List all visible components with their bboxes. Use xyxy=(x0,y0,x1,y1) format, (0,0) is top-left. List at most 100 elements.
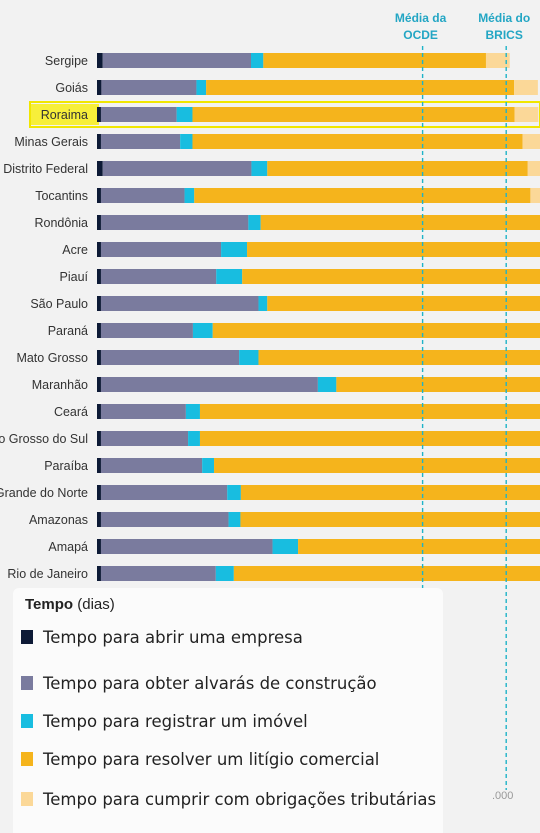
bar-segment-1 xyxy=(100,269,217,284)
bar-segment-2 xyxy=(196,80,207,95)
category-label: Goiás xyxy=(55,81,88,95)
category-label: Ceará xyxy=(54,405,88,419)
bar-segment-1 xyxy=(100,350,240,365)
bar-segment-3 xyxy=(267,296,540,311)
legend-label: Tempo para obter alvarás de construção xyxy=(43,673,377,693)
legend-label: Tempo para registrar um imóvel xyxy=(43,711,308,731)
bar-segment-1 xyxy=(100,242,222,257)
bar-segment-3 xyxy=(240,512,540,527)
x-tick-label: .000 xyxy=(492,790,514,802)
category-labels: Sergipe Goiás Roraima Minas Gerais Distrito … xyxy=(0,54,89,581)
legend-title: Tempo (dias) xyxy=(25,596,115,613)
bar-segment-4 xyxy=(485,53,510,68)
reference-label: Média da xyxy=(395,11,447,25)
bar-segment-1 xyxy=(100,296,259,311)
legend-swatch xyxy=(21,792,33,806)
legend-label: Tempo para resolver um litígio comercial xyxy=(43,749,380,769)
bar-segment-2 xyxy=(188,431,200,446)
legend-label: Tempo para cumprir com obrigações tribut… xyxy=(43,789,437,809)
bar-segment-3 xyxy=(260,215,540,230)
bar-segment-2 xyxy=(202,458,215,473)
legend: Tempo (dias) Tempo para abrir uma empres… xyxy=(13,588,443,833)
bar-segment-0 xyxy=(97,296,101,311)
highlight-label-background xyxy=(31,104,99,125)
bar-segment-2 xyxy=(251,161,268,176)
reference-label: Média do xyxy=(478,11,530,25)
bar-segment-3 xyxy=(206,80,515,95)
bar-segment-0 xyxy=(97,539,101,554)
bar-segment-2 xyxy=(248,215,261,230)
bar-segment-4 xyxy=(530,188,540,203)
bar-segment-1 xyxy=(100,458,203,473)
bar-segment-1 xyxy=(100,404,186,419)
legend-item-registrar-imovel: Tempo para registrar um imóvel xyxy=(21,710,308,732)
category-label: Rondônia xyxy=(34,216,88,230)
legend-swatch xyxy=(21,714,33,728)
category-label: o Grosso do Sul xyxy=(0,432,88,446)
category-label: Maranhão xyxy=(32,378,88,392)
bar-segment-3 xyxy=(242,269,540,284)
category-label: Paraíba xyxy=(44,459,88,473)
bar-segment-0 xyxy=(97,566,101,581)
legend-swatch xyxy=(21,630,33,644)
category-label: Mato Grosso xyxy=(16,351,88,365)
bar-segment-3 xyxy=(267,161,528,176)
category-label: Sergipe xyxy=(45,54,88,68)
bar-segment-0 xyxy=(97,107,101,122)
category-label: Rio de Janeiro xyxy=(7,567,88,581)
bar-segment-2 xyxy=(184,188,195,203)
legend-item-tributarias: Tempo para cumprir com obrigações tribut… xyxy=(21,788,436,810)
bar-segment-2 xyxy=(251,53,264,68)
bar-segment-1 xyxy=(100,431,189,446)
bar-segment-0 xyxy=(97,404,101,419)
bar-segment-4 xyxy=(514,80,538,95)
bar-segment-2 xyxy=(228,512,241,527)
bar-segment-0 xyxy=(97,53,103,68)
bar-segment-1 xyxy=(100,377,318,392)
highlight-frame xyxy=(29,101,540,128)
bars-layer xyxy=(29,53,540,581)
bar-segment-3 xyxy=(192,107,515,122)
bar-segment-2 xyxy=(192,323,213,338)
bar-segment-3 xyxy=(247,242,540,257)
legend-item-litigio: Tempo para resolver um litígio comercial xyxy=(21,748,379,770)
bar-segment-2 xyxy=(216,269,243,284)
bar-segment-0 xyxy=(97,485,101,500)
legend-label: Tempo para abrir uma empresa xyxy=(43,627,303,647)
bar-segment-0 xyxy=(97,134,101,149)
bar-segment-2 xyxy=(239,350,259,365)
category-label: Amazonas xyxy=(29,513,88,527)
category-label: Distrito Federal xyxy=(3,162,88,176)
legend-swatch xyxy=(21,676,33,690)
bar-segment-1 xyxy=(100,107,177,122)
bar-segment-1 xyxy=(102,53,251,68)
bar-segment-2 xyxy=(180,134,193,149)
reference-label: BRICS xyxy=(486,28,523,42)
category-label: Roraima xyxy=(41,108,88,122)
bar-segment-3 xyxy=(199,404,540,419)
bar-segment-1 xyxy=(100,512,229,527)
bar-segment-2 xyxy=(215,566,234,581)
bar-segment-1 xyxy=(100,215,249,230)
bar-segment-3 xyxy=(199,431,540,446)
bar-segment-1 xyxy=(100,134,181,149)
bar-segment-3 xyxy=(233,566,540,581)
legend-item-alvaras: Tempo para obter alvarás de construção xyxy=(21,672,377,694)
category-label: Minas Gerais xyxy=(14,135,88,149)
bar-segment-3 xyxy=(240,485,540,500)
bar-segment-2 xyxy=(258,296,268,311)
category-label: Piauí xyxy=(60,270,89,284)
bar-segment-3 xyxy=(214,458,540,473)
bar-segment-3 xyxy=(212,323,540,338)
bar-segment-1 xyxy=(100,485,228,500)
bar-segment-0 xyxy=(97,350,101,365)
category-label: Acre xyxy=(62,243,88,257)
legend-item-abrir-empresa: Tempo para abrir uma empresa xyxy=(21,626,303,648)
category-label: Paraná xyxy=(48,324,88,338)
bar-segment-0 xyxy=(97,242,101,257)
bar-segment-0 xyxy=(97,431,101,446)
bar-segment-4 xyxy=(527,161,540,176)
bar-segment-3 xyxy=(263,53,486,68)
bar-segment-2 xyxy=(185,404,200,419)
bar-segment-3 xyxy=(336,377,540,392)
